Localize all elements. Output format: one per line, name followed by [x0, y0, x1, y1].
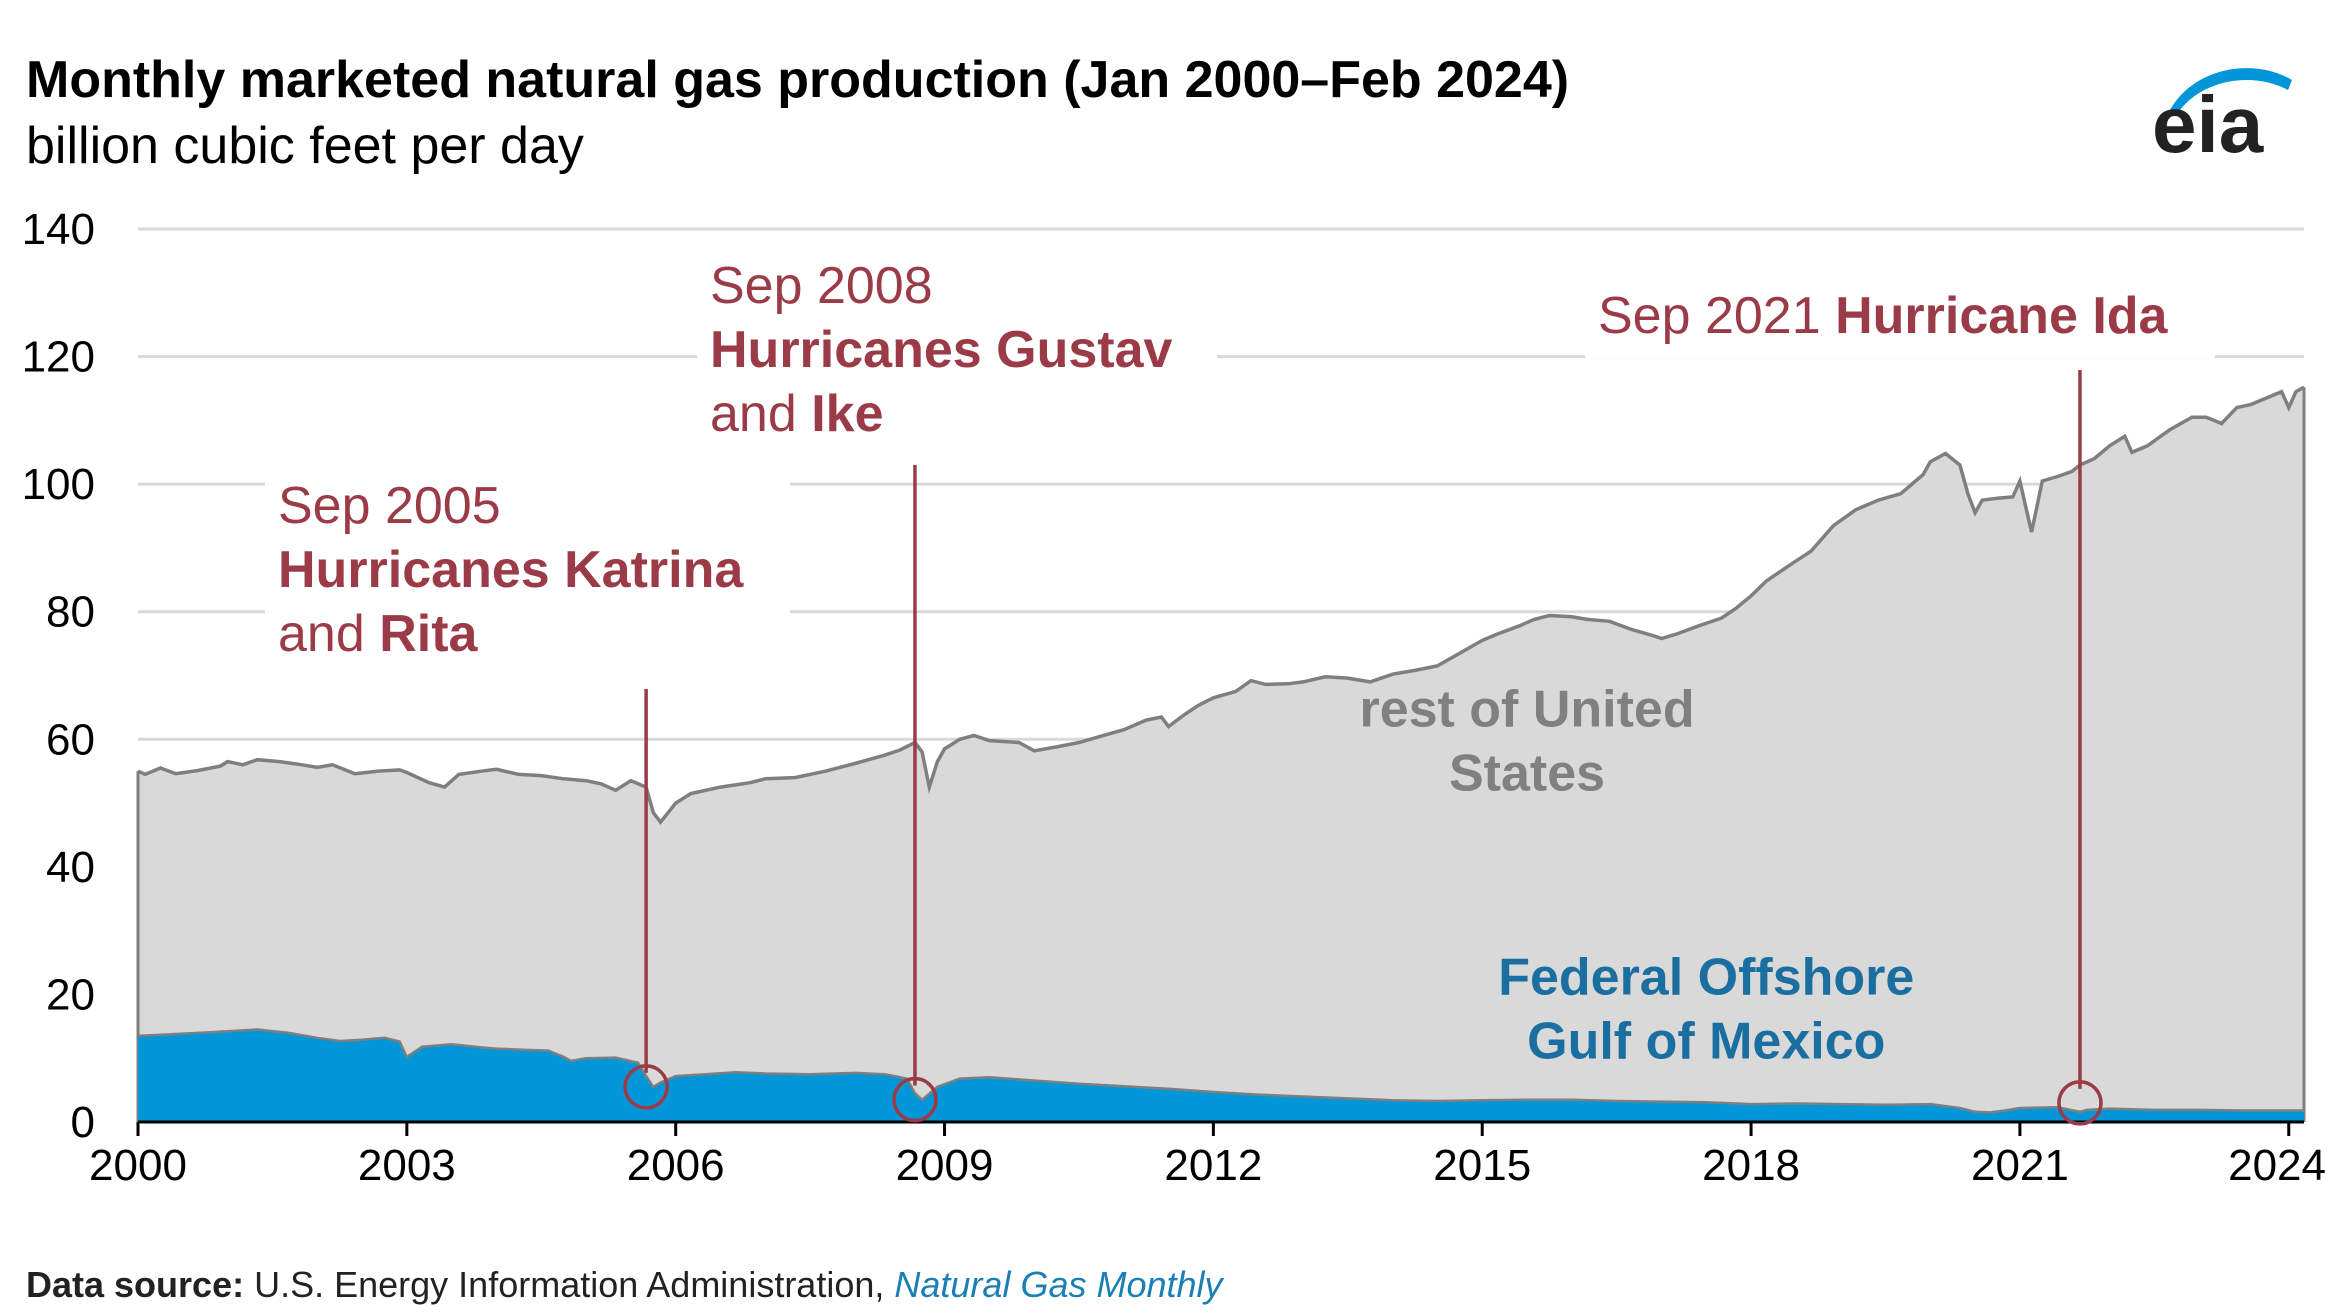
series-labels: rest of United States Federal Offshore Gulf… [1359, 681, 1914, 1071]
annotation-2-background [697, 258, 1217, 458]
chart-title: Monthly marketed natural gas production … [26, 51, 1570, 109]
x-tick-label-2018: 2018 [1702, 1141, 1800, 1190]
annotation-2-suffix-word: Ike [811, 385, 883, 443]
series-line-rest-of-us [137, 385, 2305, 826]
annotation-2-name: Hurricanes Gustav [710, 321, 1172, 379]
chart-series [136, 385, 2306, 1122]
x-tick-label-2009: 2009 [896, 1141, 994, 1190]
series-area-rest-of-us [138, 387, 2304, 1122]
annotation-1-marker-circle [623, 1064, 669, 1110]
gulf-of-mexico-label-line-1: Federal Offshore [1498, 948, 1914, 1006]
x-tick-label-2000: 2000 [89, 1141, 187, 1190]
y-tick-label-120: 120 [22, 333, 95, 382]
annotation-3-name: Hurricane Ida [1835, 287, 2168, 345]
y-tick-label-140: 140 [22, 205, 95, 254]
annotation-1-background [265, 477, 790, 660]
series-area-gulf-of-mexico [138, 1029, 2304, 1122]
x-tick-label-2015: 2015 [1433, 1141, 1531, 1190]
annotation-3-label: Sep 2021 Hurricane Ida [1598, 287, 2169, 345]
x-tick-label-2021: 2021 [1971, 1141, 2069, 1190]
data-source: Data source: U.S. Energy Information Adm… [26, 1264, 1223, 1306]
rest-of-us-label: rest of United States [1359, 681, 1694, 803]
source-publication: Natural Gas Monthly [894, 1264, 1223, 1305]
eia-logo: eia [2152, 68, 2292, 163]
y-tick-label-60: 60 [46, 715, 95, 764]
annotation-3-background [1585, 288, 2215, 358]
annotation-3-marker-circle [2057, 1080, 2103, 1126]
source-text: U.S. Energy Information Administration, [254, 1264, 885, 1305]
y-tick-label-20: 20 [46, 970, 95, 1019]
x-tick-label-2024: 2024 [2228, 1141, 2326, 1190]
annotations: Sep 2005 Hurricanes Katrina and Rita Sep 20… [265, 257, 2215, 1126]
chart-area: 0 20 40 60 80 100 120 140 2000 2003 2006 2009 2012 20… [22, 205, 2326, 1190]
annotation-1-suffix-word: Rita [379, 605, 478, 663]
annotation-3-date: Sep 2021 [1598, 287, 1835, 345]
x-tick-label-2012: 2012 [1164, 1141, 1262, 1190]
annotation-1-name: Hurricanes Katrina [278, 541, 744, 599]
gulf-of-mexico-label: Federal Offshore Gulf of Mexico [1498, 948, 1914, 1070]
annotation-2-join-word: and [710, 385, 811, 443]
gulf-of-mexico-label-line-2: Gulf of Mexico [1527, 1012, 1885, 1070]
annotation-2-name-suffix: and Ike [710, 385, 884, 443]
eia-logo-text: eia [2152, 80, 2264, 163]
rest-of-us-label-line-2: States [1449, 745, 1605, 803]
source-label: Data source: [26, 1264, 245, 1305]
y-tick-label-100: 100 [22, 460, 95, 509]
y-tick-label-80: 80 [46, 588, 95, 637]
series-line-gulf-of-mexico [137, 1028, 2304, 1114]
chart-axes: 0 20 40 60 80 100 120 140 2000 2003 2006 2009 2012 20… [22, 205, 2326, 1190]
rest-of-us-label-line-1: rest of United [1359, 681, 1694, 739]
annotation-1-join-word: and [278, 605, 379, 663]
chart-subtitle: billion cubic feet per day [26, 117, 584, 175]
annotation-1-name-suffix: and Rita [278, 605, 479, 663]
x-tick-label-2003: 2003 [358, 1141, 456, 1190]
y-tick-label-40: 40 [46, 843, 95, 892]
x-tick-label-2006: 2006 [627, 1141, 725, 1190]
annotation-2-date: Sep 2008 [710, 257, 933, 315]
annotation-1-date: Sep 2005 [278, 477, 501, 535]
eia-logo-swoosh [2170, 68, 2292, 110]
y-tick-label-0: 0 [71, 1098, 95, 1147]
annotation-2-marker-circle [892, 1076, 938, 1123]
